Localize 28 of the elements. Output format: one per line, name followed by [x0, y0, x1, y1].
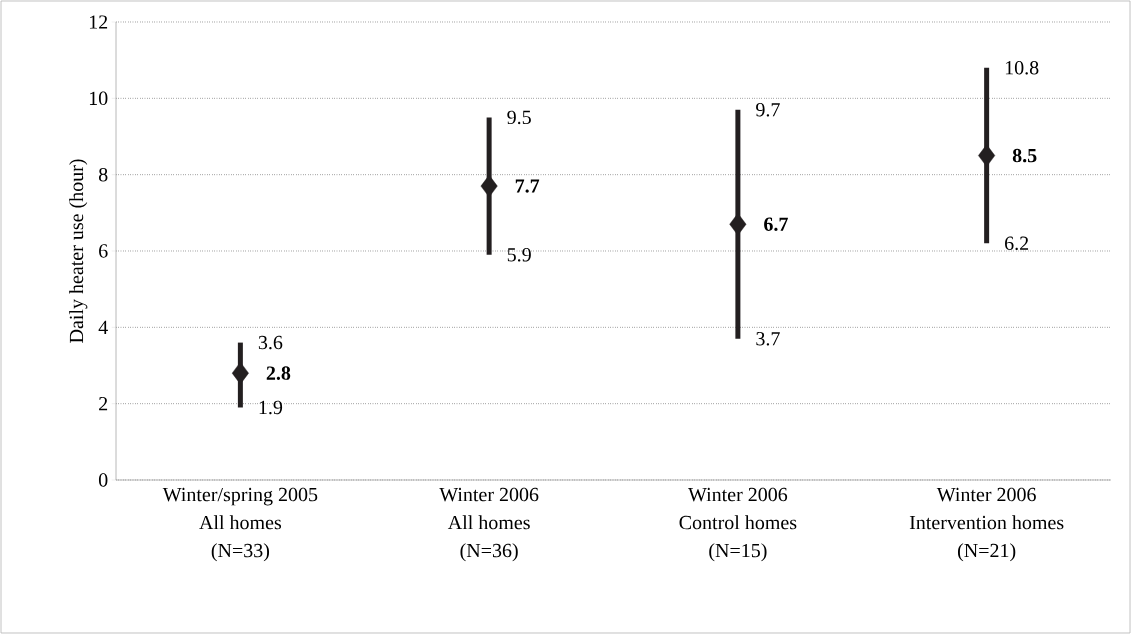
- point: [231, 361, 249, 385]
- data-label: 8.5: [1012, 148, 1037, 163]
- y-axis-title: Daily heater use (hour): [69, 159, 88, 343]
- annotation: 5.9: [507, 248, 531, 262]
- annotation: 9.7: [756, 103, 780, 117]
- annotation: 3.7: [756, 332, 780, 346]
- data-label: 2.8: [266, 366, 291, 380]
- y-tick-label: 4: [98, 320, 108, 334]
- x-tick-label: Winter 2006 All homes (N=36): [439, 487, 539, 562]
- y-tick-label: 8: [98, 167, 108, 182]
- y-tick-label: 6: [99, 244, 108, 258]
- point: [978, 144, 996, 167]
- y-tick-label: 2: [99, 397, 108, 411]
- data-label: 6.7: [764, 217, 788, 232]
- x-tick-label: Winter/spring 2005 All homes (N=33): [162, 487, 318, 562]
- x-tick-label: Winter 2006 Intervention homes (N=21): [909, 487, 1064, 562]
- point: [729, 213, 747, 236]
- y-tick-label: 0: [98, 473, 108, 487]
- annotation: 10.8: [1005, 61, 1039, 75]
- y-tick-label: 12: [89, 15, 108, 29]
- point: [480, 174, 498, 198]
- annotation: 1.9: [259, 400, 283, 415]
- y-tick-label: 10: [89, 91, 108, 106]
- annotation: 3.6: [258, 335, 283, 350]
- annotation: 9.5: [507, 110, 531, 125]
- x-tick-label: Winter 2006 Control homes (N=15): [679, 487, 797, 562]
- data-label: 7.7: [515, 179, 540, 193]
- annotation: 6.2: [1005, 236, 1029, 251]
